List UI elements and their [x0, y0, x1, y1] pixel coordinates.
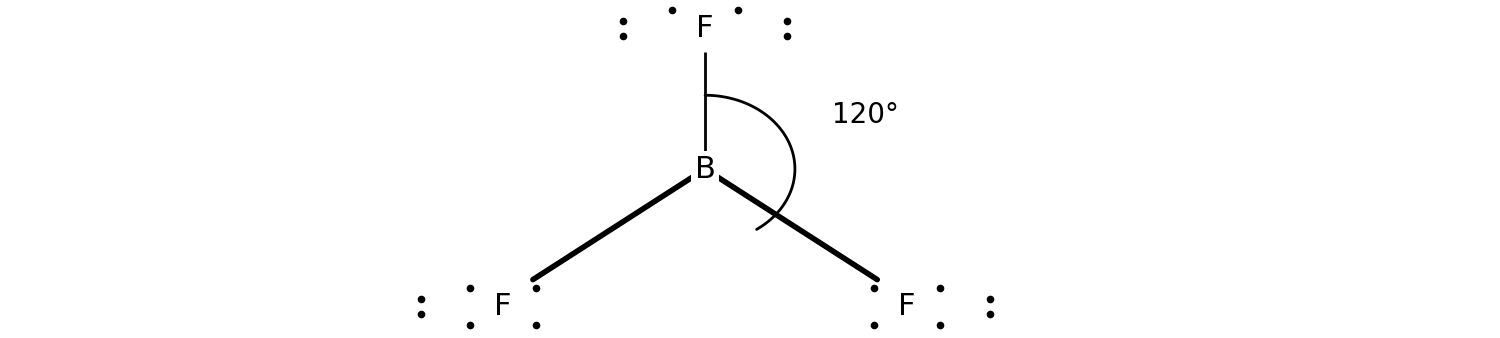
Text: B: B — [694, 154, 715, 184]
Text: F: F — [696, 14, 714, 43]
Text: F: F — [898, 292, 916, 321]
Text: 120°: 120° — [833, 101, 898, 129]
Text: F: F — [494, 292, 512, 321]
